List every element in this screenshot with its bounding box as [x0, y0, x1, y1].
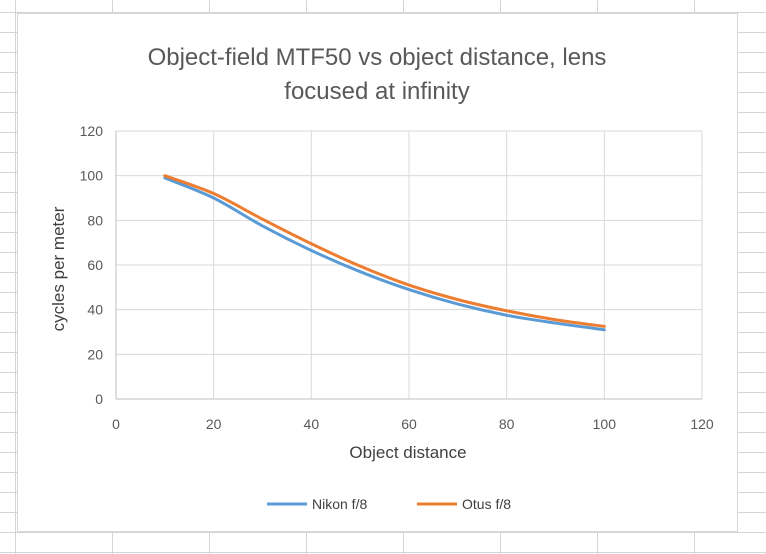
x-tick-label: 0 — [112, 416, 120, 432]
x-axis-title: Object distance — [349, 443, 466, 462]
legend: Nikon f/8 Otus f/8 — [267, 496, 511, 512]
x-tick-label: 120 — [690, 416, 714, 432]
chart-area: Object-field MTF50 vs object distance, l… — [17, 13, 738, 532]
y-tick-label: 100 — [80, 168, 104, 184]
series-line-1 — [163, 176, 606, 332]
tick-labels: 0 20 40 60 80 100 120 0 20 40 60 80 100 120 — [80, 123, 714, 432]
chart-title-line-1: Object-field MTF50 vs object distance, l… — [148, 44, 607, 71]
y-tick-label: 120 — [80, 123, 104, 139]
y-axis-title: cycles per meter — [49, 206, 68, 331]
series-lines — [163, 174, 606, 332]
legend-label-1: Nikon f/8 — [312, 496, 367, 512]
x-tick-label: 100 — [593, 416, 617, 432]
y-tick-label: 80 — [87, 212, 103, 228]
x-tick-label: 40 — [304, 416, 320, 432]
series-line-2 — [163, 174, 606, 328]
chart-svg: Object-field MTF50 vs object distance, l… — [49, 44, 714, 512]
y-tick-label: 0 — [95, 391, 103, 407]
chart-title-line-2: focused at infinity — [284, 78, 469, 105]
axes — [115, 131, 702, 400]
y-tick-label: 40 — [87, 302, 103, 318]
legend-label-2: Otus f/8 — [462, 496, 511, 512]
y-tick-label: 20 — [87, 346, 103, 362]
x-tick-label: 20 — [206, 416, 222, 432]
x-tick-label: 80 — [499, 416, 515, 432]
y-tick-label: 60 — [87, 257, 103, 273]
x-tick-label: 60 — [401, 416, 417, 432]
gridlines — [116, 130, 703, 399]
